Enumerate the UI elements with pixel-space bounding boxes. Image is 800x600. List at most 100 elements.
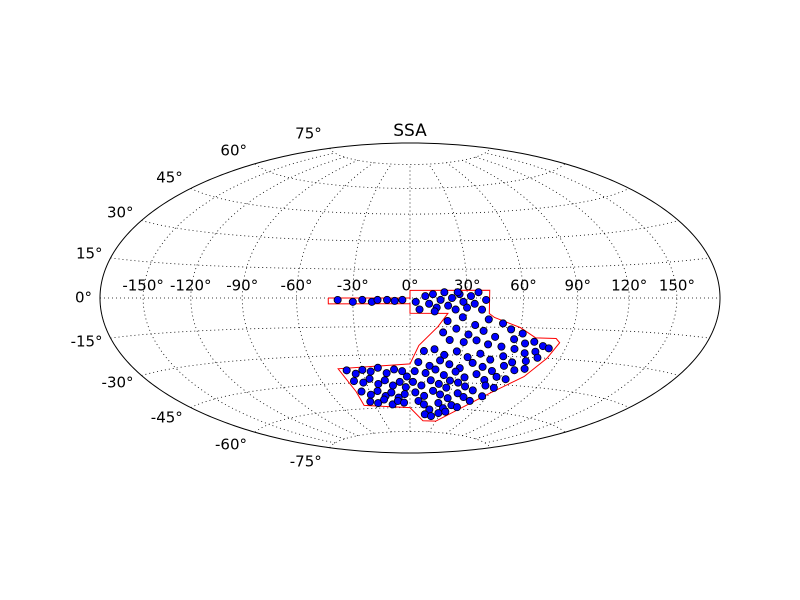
data-point [454, 378, 463, 387]
data-point [349, 377, 358, 386]
y-tick-label: -45° [151, 409, 183, 427]
data-point [510, 344, 519, 353]
data-point [508, 358, 517, 367]
y-tick-label: 30° [107, 204, 134, 222]
data-point [333, 295, 342, 304]
x-tick-label: -90° [226, 277, 258, 295]
y-tick-label: 75° [295, 124, 322, 142]
data-point [414, 358, 423, 367]
x-tick-label: 90° [564, 277, 591, 295]
data-point [468, 358, 477, 367]
data-point [443, 316, 452, 325]
data-point [484, 315, 493, 324]
data-point [482, 295, 491, 304]
data-point [453, 389, 462, 398]
y-tick-label: -75° [290, 453, 322, 471]
data-point [445, 376, 454, 385]
data-point [425, 299, 434, 308]
data-point [484, 340, 493, 349]
data-point [459, 338, 468, 347]
data-point [471, 321, 480, 330]
data-point [425, 361, 434, 370]
x-tick-label: 60° [510, 277, 537, 295]
grid-line [110, 257, 710, 270]
data-point [476, 349, 485, 358]
data-point [499, 361, 508, 370]
data-point [451, 367, 460, 376]
data-point [521, 357, 530, 366]
data-point [430, 307, 439, 316]
data-point [365, 374, 374, 383]
data-point [440, 350, 449, 359]
data-point [501, 375, 510, 384]
data-point [520, 364, 529, 373]
data-point [492, 372, 501, 381]
data-point [426, 376, 435, 385]
data-point [436, 356, 445, 365]
data-point [428, 290, 437, 299]
data-point [510, 366, 519, 375]
data-point [357, 387, 366, 396]
y-tick-label: 15° [76, 245, 103, 263]
data-point [463, 303, 472, 312]
data-point [467, 292, 476, 301]
grid-line [352, 163, 392, 433]
data-point [411, 388, 420, 397]
data-point [452, 324, 461, 333]
data-point [472, 336, 481, 345]
data-point [478, 305, 487, 314]
data-point [434, 379, 443, 388]
data-point [374, 399, 383, 408]
data-point [373, 363, 382, 372]
chart-title: SSA [393, 121, 427, 141]
data-point [348, 297, 357, 306]
data-point [410, 367, 419, 376]
data-point [398, 367, 407, 376]
x-tick-label: -120° [170, 277, 212, 295]
data-point [442, 383, 451, 392]
data-point [468, 386, 477, 395]
data-point [478, 392, 487, 401]
x-tick-label: -150° [122, 277, 164, 295]
data-point [419, 347, 428, 356]
data-point [441, 407, 450, 416]
data-point [465, 396, 474, 405]
data-point [429, 386, 438, 395]
grid-line [241, 159, 358, 437]
data-point [417, 381, 426, 390]
y-tick-label: -15° [71, 332, 103, 350]
grid-line [428, 163, 468, 433]
data-point [530, 337, 539, 346]
y-tick-label: 45° [156, 168, 183, 186]
data-point [395, 377, 404, 386]
x-tick-label: -60° [281, 277, 313, 295]
data-point [401, 383, 410, 392]
data-point [398, 295, 407, 304]
data-point [445, 336, 454, 345]
data-point [439, 328, 448, 337]
data-point [444, 301, 453, 310]
data-point [421, 292, 430, 301]
data-point [431, 365, 440, 374]
data-point [358, 365, 367, 374]
data-point [544, 344, 553, 353]
data-point [443, 394, 452, 403]
data-point [358, 295, 367, 304]
data-point [427, 412, 436, 421]
y-tick-label: -30° [102, 374, 134, 392]
data-point [402, 372, 411, 381]
data-point [419, 400, 428, 409]
grid-line [110, 326, 710, 339]
data-point [390, 365, 399, 374]
data-point [366, 367, 375, 376]
data-point [415, 305, 424, 314]
data-point [464, 330, 473, 339]
data-point [533, 353, 542, 362]
data-point [366, 390, 375, 399]
grid-line [190, 156, 345, 440]
data-point [460, 373, 469, 382]
data-point [374, 379, 383, 388]
data-point [459, 297, 468, 306]
data-point [463, 353, 472, 362]
data-point [458, 313, 467, 322]
